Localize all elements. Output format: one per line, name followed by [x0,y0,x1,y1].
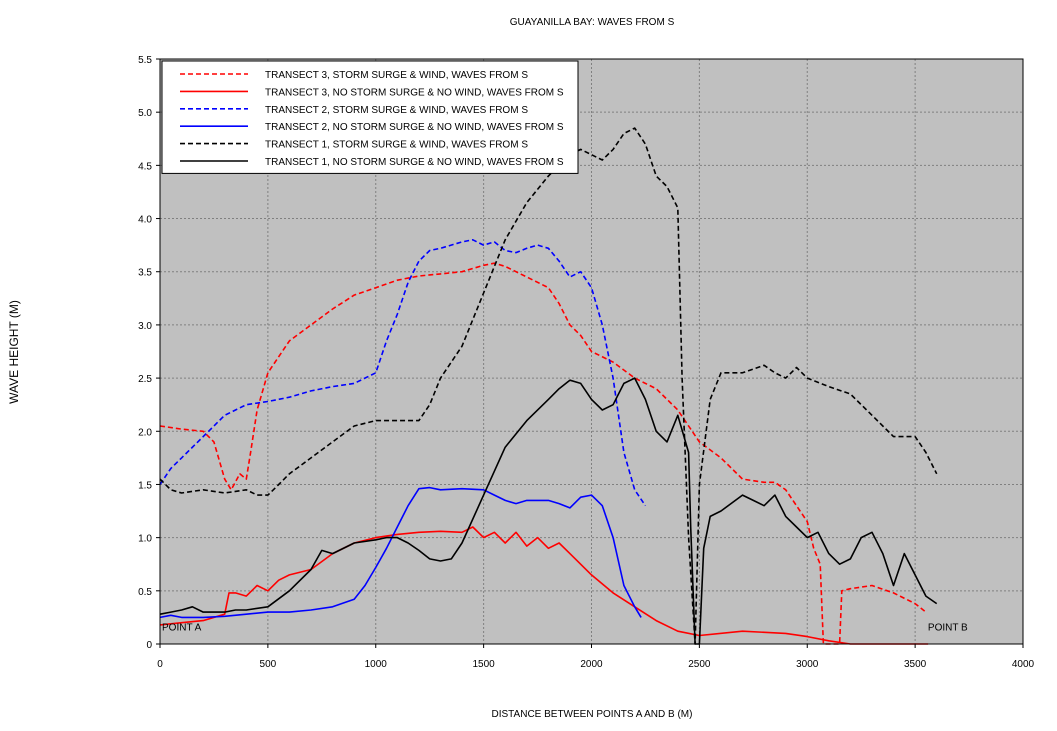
x-tick-label: 4000 [1012,659,1035,670]
series-line-1 [159,262,927,645]
y-tick-label: 3.5 [138,268,152,279]
y-tick-label: 0.5 [138,587,152,598]
legend-box [161,60,579,174]
y-axis-label: WAVE HEIGHT (M) [7,300,21,404]
x-tick-label: 1500 [473,659,496,670]
y-tick-label: 1.5 [138,480,152,491]
series-line-6 [159,377,938,645]
y-tick-label: 1.0 [138,534,152,545]
legend-entry: TRANSECT 1, NO STORM SURGE & NO WIND, WA… [265,157,564,168]
y-tick-label: 4.0 [138,215,152,226]
annotations: POINT A POINT B [162,622,968,633]
x-tick-label: 500 [260,659,277,670]
x-tick-label: 3500 [904,659,927,670]
series-line-5 [159,127,938,645]
annotation-label: POINT A [162,622,202,633]
axis-ticks: 0 500 1000 1500 2000 2500 3000 3500 4000 0 0.5 1.0 1… [138,55,1034,670]
x-tick-label: 2000 [580,659,603,670]
series-line-4 [159,486,642,619]
y-tick-label: 5.0 [138,108,152,119]
x-tick-label: 1000 [365,659,388,670]
legend-entry: TRANSECT 3, STORM SURGE & WIND, WAVES FR… [265,70,528,81]
y-tick-label: 4.5 [138,161,152,172]
annotation-label: POINT B [928,622,968,633]
x-tick-label: 0 [157,659,163,670]
legend-entry: TRANSECT 2, NO STORM SURGE & NO WIND, WA… [265,122,564,133]
y-tick-label: 0 [146,640,152,651]
y-tick-label: 2.5 [138,374,152,385]
legend-entry: TRANSECT 3, NO STORM SURGE & NO WIND, WA… [265,87,564,98]
chart-title: GUAYANILLA BAY: WAVES FROM S [510,17,675,28]
x-tick-label: 2500 [688,659,711,670]
legend-entry: TRANSECT 1, STORM SURGE & WIND, WAVES FR… [265,140,528,151]
legend: TRANSECT 3, STORM SURGE & WIND, WAVES FR… [161,60,579,174]
y-tick-label: 5.5 [138,55,152,66]
y-tick-label: 3.0 [138,321,152,332]
legend-entry: TRANSECT 2, STORM SURGE & WIND, WAVES FR… [265,105,528,116]
y-tick-label: 2.0 [138,427,152,438]
series-group [159,127,938,645]
series-line-2 [159,526,929,645]
x-tick-label: 3000 [796,659,819,670]
x-axis-label: DISTANCE BETWEEN POINTS A AND B (M) [492,709,693,720]
series-line-3 [159,239,647,507]
